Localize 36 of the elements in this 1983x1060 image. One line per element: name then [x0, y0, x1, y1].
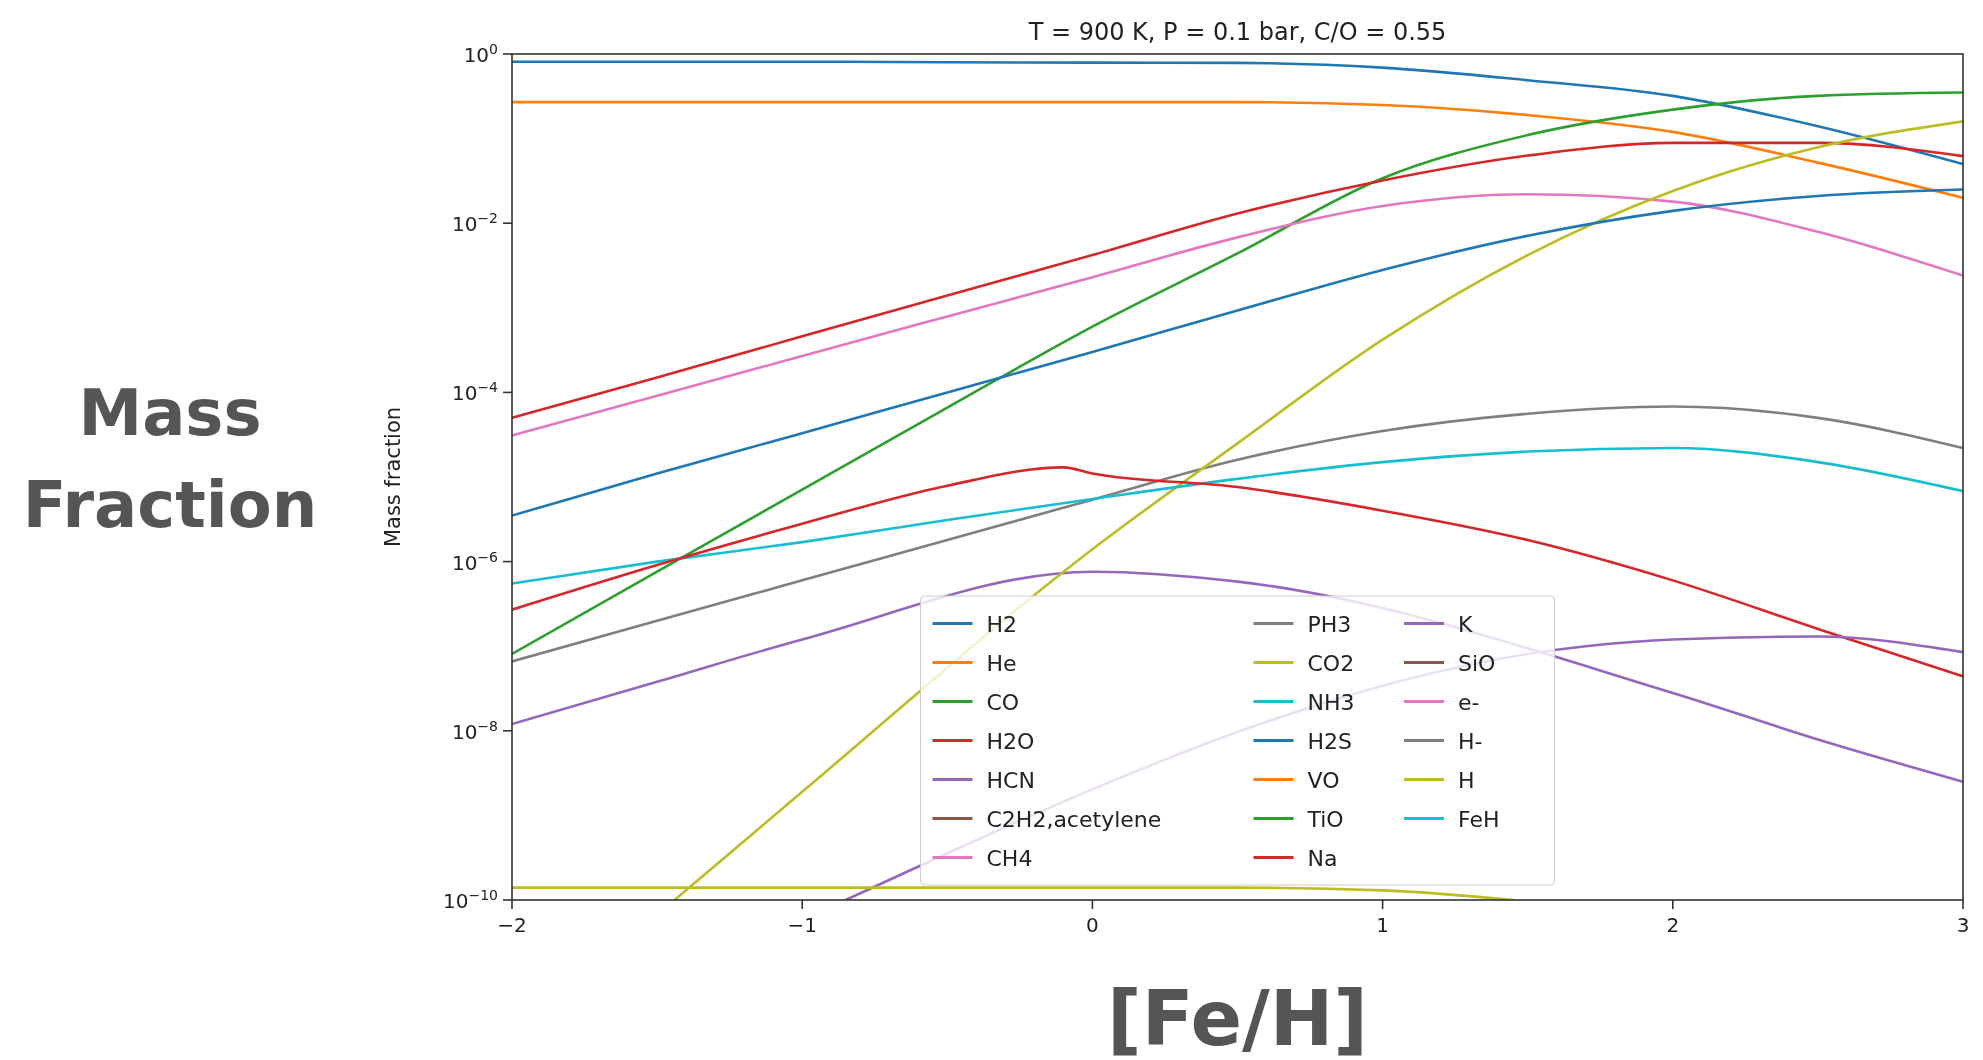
legend-label: He [986, 650, 1017, 676]
legend-label: CH4 [986, 845, 1033, 871]
y-tick-label: 10$^{−6}$ [451, 548, 499, 575]
legend-label: PH3 [1307, 611, 1352, 637]
legend-label: H [1458, 767, 1475, 793]
text: Mass Fraction [22, 376, 318, 542]
y-tick-label: 10$^{−8}$ [451, 717, 498, 744]
legend-label: CO2 [1307, 650, 1355, 676]
x-tick-label: −1 [787, 913, 817, 937]
legend-label: TiO [1306, 806, 1344, 832]
x-tick-label: 0 [1086, 913, 1099, 937]
legend-label: Na [1307, 845, 1338, 871]
x-tick-label: −2 [497, 913, 527, 937]
legend-label: SiO [1458, 650, 1496, 676]
legend-label: NH3 [1307, 689, 1355, 715]
x-tick-label: 3 [1956, 913, 1970, 937]
legend-label: H2O [986, 728, 1035, 754]
y-tick-label: 10$^{−10}$ [443, 887, 498, 913]
legend-label: H2S [1307, 728, 1353, 754]
legend-label: H2 [986, 611, 1018, 637]
legend-label: VO [1307, 767, 1340, 793]
y-tick-label: 10$^{−4}$ [451, 379, 499, 406]
legend-label: CO [986, 689, 1020, 715]
x-axis-title: [Fe/H] [1106, 974, 1369, 1060]
chart-title: T = 900 K, P = 0.1 bar, C/O = 0.55 [1027, 18, 1447, 46]
legend-label: HCN [986, 767, 1035, 793]
y-tick-label: 10$^{0}$ [463, 41, 498, 67]
legend-label: C2H2,acetylene [986, 806, 1162, 832]
y-tick-label: 10$^{−2}$ [451, 210, 498, 237]
x-tick-label: 1 [1376, 913, 1389, 937]
legend-label: e- [1458, 689, 1480, 715]
legend-label: FeH [1458, 806, 1500, 832]
x-tick-label: 2 [1666, 913, 1680, 937]
y-axis-title: Mass fraction [381, 406, 405, 548]
legend-label: H- [1458, 728, 1483, 754]
legend-label: K [1458, 611, 1473, 637]
